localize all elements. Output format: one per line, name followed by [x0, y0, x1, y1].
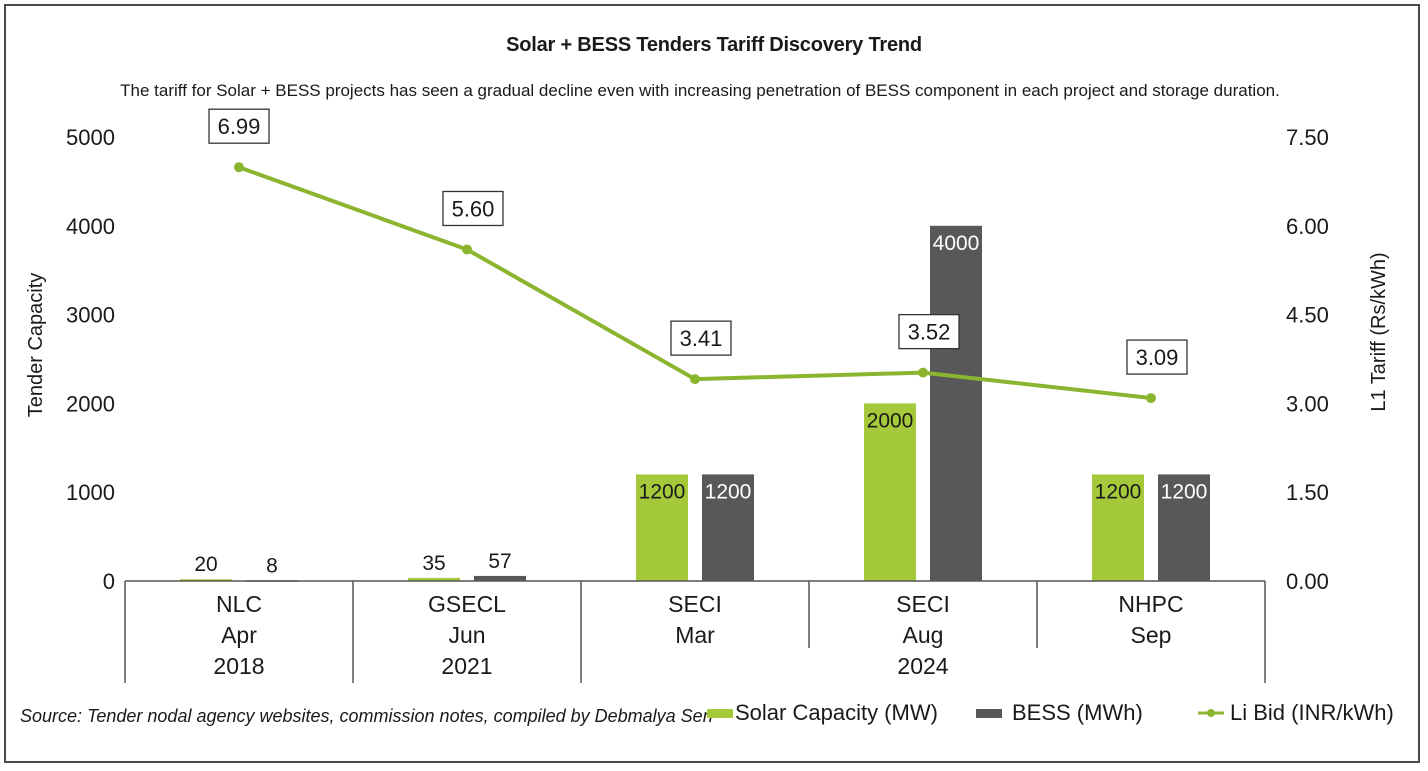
legend-swatch-bess [976, 708, 1002, 718]
y-tick-label: 3000 [66, 303, 115, 328]
li-bid-data-label: 5.60 [452, 196, 495, 221]
y2-axis-title: L1 Tariff (Rs/kWh) [1368, 252, 1390, 411]
legend-item-bess: BESS (MWh) [976, 700, 1143, 726]
y2-tick-label: 3.00 [1286, 391, 1329, 416]
chart-subtitle: The tariff for Solar + BESS projects has… [120, 81, 1280, 100]
bar-data-label: 8 [266, 554, 278, 577]
y2-tick-label: 6.00 [1286, 214, 1329, 239]
li-bid-label-box [670, 320, 732, 356]
li-bid-label-box [208, 108, 270, 144]
category-month-label: Mar [675, 622, 715, 648]
category-agency-label: SECI [896, 591, 950, 617]
category-year-label: 2021 [441, 653, 492, 679]
li-bid-point [690, 374, 700, 385]
category-agency-label: GSECL [428, 591, 506, 617]
y-tick-label: 1000 [66, 480, 115, 505]
y2-tick-label: 4.50 [1286, 303, 1329, 328]
y-axis-title: Tender Capacity [25, 273, 47, 418]
li-bid-data-label: 3.41 [680, 326, 723, 351]
li-bid-line [238, 165, 1152, 401]
y-tick-label: 4000 [66, 214, 115, 239]
category-agency-label: SECI [668, 591, 722, 617]
chart-title: Solar + BESS Tenders Tariff Discovery Tr… [506, 34, 922, 56]
category-month-label: Sep [1131, 622, 1172, 648]
bar-solar [180, 579, 232, 581]
category-agency-label: NLC [216, 591, 262, 617]
y2-tick-label: 1.50 [1286, 480, 1329, 505]
y-tick-label: 5000 [66, 125, 115, 150]
category-year-label: 2024 [897, 653, 948, 679]
legend-item-solar: Solar Capacity (MW) [707, 700, 938, 726]
li-bid-label-box [1126, 339, 1188, 375]
bar-bess [702, 474, 754, 581]
bar-data-label: 35 [422, 552, 445, 575]
li-bid-data-label: 3.09 [1136, 345, 1179, 370]
bar-data-label: 2000 [867, 409, 914, 432]
bar-solar [636, 474, 688, 581]
bar-data-label: 4000 [933, 232, 980, 255]
legend-label-bess: BESS (MWh) [1012, 700, 1143, 725]
legend-item-li-bid: Li Bid (INR/kWh) [1198, 700, 1394, 726]
legend-label-solar: Solar Capacity (MW) [735, 700, 938, 725]
source-note: Source: Tender nodal agency websites, co… [20, 706, 713, 726]
bar-solar [864, 403, 916, 581]
chart-frame [4, 4, 1420, 763]
bar-data-label: 20 [194, 553, 217, 576]
bar-data-label: 57 [488, 550, 511, 573]
bar-bess [474, 575, 526, 581]
category-month-label: Jun [448, 622, 485, 648]
bar-data-label: 1200 [705, 480, 752, 503]
li-bid-label-box [442, 190, 504, 227]
bar-solar [408, 577, 460, 581]
bar-data-label: 1200 [1161, 480, 1208, 503]
category-month-label: Apr [221, 622, 257, 648]
li-bid-data-label: 3.52 [908, 320, 951, 345]
li-bid-point [1146, 393, 1156, 404]
legend-label-li-bid: Li Bid (INR/kWh) [1230, 700, 1394, 725]
bar-solar [1092, 474, 1144, 581]
bar-bess [1158, 474, 1210, 581]
li-bid-point [462, 244, 472, 255]
category-year-label: 2018 [213, 653, 264, 679]
li-bid-label-box [898, 313, 960, 350]
li-bid-data-label: 6.99 [218, 114, 261, 139]
y-tick-label: 2000 [66, 391, 115, 416]
y2-tick-label: 0.00 [1286, 569, 1329, 594]
y2-tick-label: 7.50 [1286, 125, 1329, 150]
bar-data-label: 1200 [1095, 480, 1142, 503]
legend-swatch-solar [707, 708, 733, 718]
bar-data-label: 1200 [639, 480, 686, 503]
category-month-label: Aug [903, 622, 944, 648]
li-bid-point [918, 367, 928, 378]
li-bid-point [234, 162, 244, 173]
bar-bess [930, 225, 982, 582]
category-agency-label: NHPC [1118, 591, 1183, 617]
legend-line-marker-icon [1198, 709, 1224, 717]
y-tick-label: 0 [103, 569, 115, 594]
